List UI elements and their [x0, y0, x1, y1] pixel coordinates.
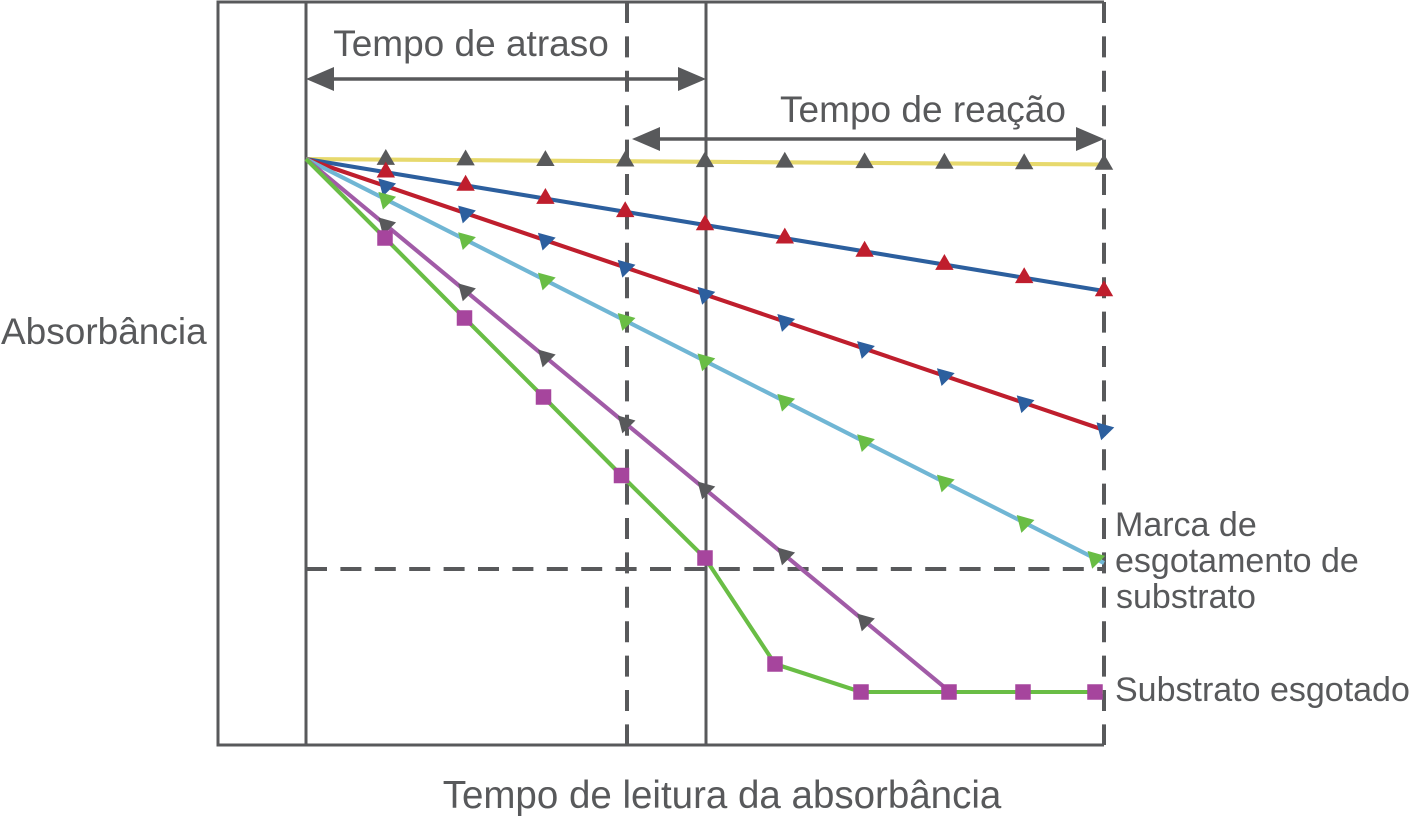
svg-text:Marca de: Marca de: [1115, 506, 1257, 544]
svg-text:Substrato esgotado: Substrato esgotado: [1115, 671, 1410, 709]
svg-text:substrato: substrato: [1116, 578, 1256, 616]
svg-text:Absorbância: Absorbância: [1, 311, 207, 352]
svg-text:Tempo de atraso: Tempo de atraso: [333, 23, 609, 64]
svg-text:Tempo de leitura da absorbânci: Tempo de leitura da absorbância: [443, 774, 1002, 817]
svg-text:esgotamento de: esgotamento de: [1115, 542, 1359, 580]
svg-text:Tempo de reação: Tempo de reação: [780, 89, 1066, 130]
